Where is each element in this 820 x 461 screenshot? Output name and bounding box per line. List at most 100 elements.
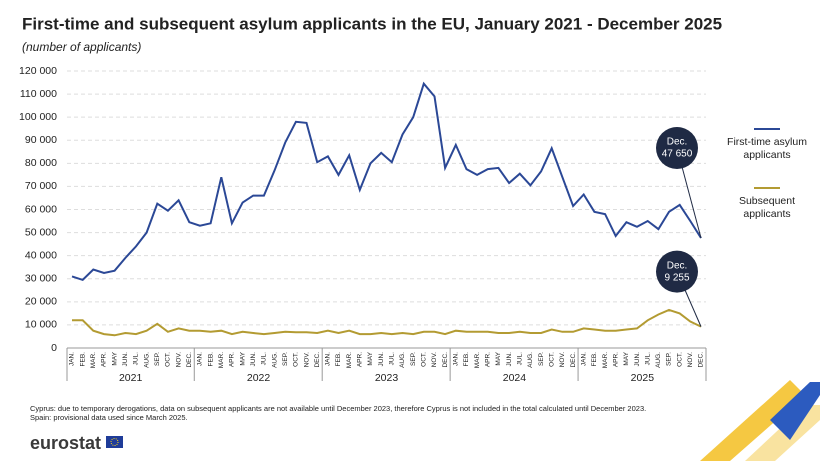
x-tick-label: APR. xyxy=(612,352,619,367)
x-tick-label: OCT. xyxy=(293,352,300,367)
x-tick-label: AUG. xyxy=(271,352,278,368)
x-tick-label: OCT. xyxy=(421,352,428,367)
x-tick-label: FEB. xyxy=(463,352,470,367)
x-tick-label: APR. xyxy=(101,352,108,367)
x-tick-label: JUL. xyxy=(516,352,523,366)
x-tick-label: JUN. xyxy=(378,352,385,367)
y-tick-label: 0 xyxy=(51,342,57,354)
x-tick-label: DEC. xyxy=(570,352,577,368)
x-tick-label: MAR. xyxy=(346,352,353,368)
x-tick-label: MAY xyxy=(367,351,374,365)
eu-flag xyxy=(106,436,123,448)
x-tick-label: JAN. xyxy=(325,352,332,366)
y-tick-label: 40 000 xyxy=(25,249,57,261)
y-tick-label: 90 000 xyxy=(25,134,57,146)
series-line xyxy=(71,81,702,282)
x-tick-label: MAR. xyxy=(602,352,609,368)
legend-label: First-time asylum applicants xyxy=(727,136,807,161)
x-tick-label: APR. xyxy=(229,352,236,367)
x-tick-label: JUN. xyxy=(634,352,641,367)
x-tick-label: APR. xyxy=(484,352,491,367)
annotation-text: 9 255 xyxy=(664,272,689,283)
year-label: 2022 xyxy=(247,372,271,384)
x-tick-label: DEC. xyxy=(314,352,321,368)
decoration xyxy=(770,382,820,440)
y-tick-label: 100 000 xyxy=(19,111,57,123)
decoration xyxy=(700,380,805,461)
x-tick-label: SEP. xyxy=(282,352,289,366)
x-tick-label: FEB. xyxy=(591,352,598,367)
legend-entry: First-time asylum applicants xyxy=(722,128,812,162)
x-tick-label: OCT. xyxy=(165,352,172,367)
annotation-text: Dec. xyxy=(667,260,688,271)
x-tick-label: NOV. xyxy=(559,352,566,367)
chart-subtitle: (number of applicants) xyxy=(22,40,141,54)
y-tick-label: 110 000 xyxy=(20,88,57,100)
x-tick-label: MAY xyxy=(495,351,502,365)
x-tick-label: MAY xyxy=(111,351,118,365)
x-tick-label: SEP. xyxy=(666,352,673,366)
x-tick-label: JUN. xyxy=(506,352,513,367)
x-tick-label: JAN. xyxy=(197,352,204,366)
x-tick-label: NOV. xyxy=(303,352,310,367)
x-tick-label: JUL. xyxy=(261,352,268,366)
legend-label: Subsequent applicants xyxy=(738,195,796,220)
x-tick-label: MAR. xyxy=(474,352,481,368)
annotation-bubble xyxy=(656,250,698,293)
x-tick-label: SEP. xyxy=(538,352,545,366)
x-tick-label: DEC. xyxy=(442,352,449,368)
y-tick-label: 120 000 xyxy=(19,65,57,77)
eu-stars xyxy=(110,438,119,446)
annotation-text: Dec. xyxy=(667,137,688,148)
x-tick-label: JAN. xyxy=(69,352,76,366)
x-tick-label: JAN. xyxy=(453,352,460,366)
x-tick-label: JUL. xyxy=(644,352,651,366)
x-tick-label: MAY xyxy=(239,351,246,365)
x-tick-label: APR. xyxy=(357,352,364,367)
y-tick-label: 30 000 xyxy=(25,273,57,285)
x-tick-label: JUL. xyxy=(133,352,140,366)
x-tick-label: OCT. xyxy=(548,352,555,367)
y-tick-label: 70 000 xyxy=(25,180,57,192)
series-line xyxy=(72,308,702,337)
x-tick-label: FEB. xyxy=(335,352,342,367)
annotation-text: 47 650 xyxy=(662,149,693,160)
x-tick-label: MAR. xyxy=(90,352,97,368)
year-label: 2023 xyxy=(375,372,399,384)
y-tick-label: 10 000 xyxy=(25,319,57,331)
x-tick-label: AUG. xyxy=(399,352,406,368)
note: Cyprus: due to temporary derogations, da… xyxy=(30,404,646,413)
year-label: 2025 xyxy=(631,372,655,384)
annotation-bubble xyxy=(656,127,698,170)
x-tick-label: AUG. xyxy=(655,352,662,368)
y-tick-label: 50 000 xyxy=(25,226,57,238)
x-tick-label: AUG. xyxy=(527,352,534,368)
x-tick-label: SEP. xyxy=(154,352,161,366)
note: Spain: provisional data used since March… xyxy=(30,413,188,422)
x-tick-label: MAY xyxy=(623,351,630,365)
legend-entry: Subsequent applicants xyxy=(722,187,812,221)
x-tick-label: MAR. xyxy=(218,352,225,368)
y-tick-label: 60 000 xyxy=(25,203,57,215)
legend-swatch xyxy=(754,187,780,189)
y-tick-label: 80 000 xyxy=(25,157,57,169)
x-tick-label: JUL. xyxy=(389,352,396,366)
chart-title: First-time and subsequent asylum applica… xyxy=(22,14,722,33)
x-tick-label: NOV. xyxy=(431,352,438,367)
x-tick-label: JUN. xyxy=(122,352,129,367)
x-tick-label: JUN. xyxy=(250,352,257,367)
x-tick-label: NOV. xyxy=(687,352,694,367)
x-tick-label: DEC. xyxy=(698,352,705,368)
x-tick-label: NOV. xyxy=(175,352,182,367)
x-tick-label: AUG. xyxy=(143,352,150,368)
x-tick-label: DEC. xyxy=(186,352,193,368)
source-logo: eurostat xyxy=(30,433,101,453)
x-tick-label: SEP. xyxy=(410,352,417,366)
legend-swatch xyxy=(754,128,780,130)
x-tick-label: FEB. xyxy=(207,352,214,367)
y-tick-label: 20 000 xyxy=(25,296,57,308)
x-tick-label: JAN. xyxy=(580,352,587,366)
x-tick-label: OCT. xyxy=(676,352,683,367)
